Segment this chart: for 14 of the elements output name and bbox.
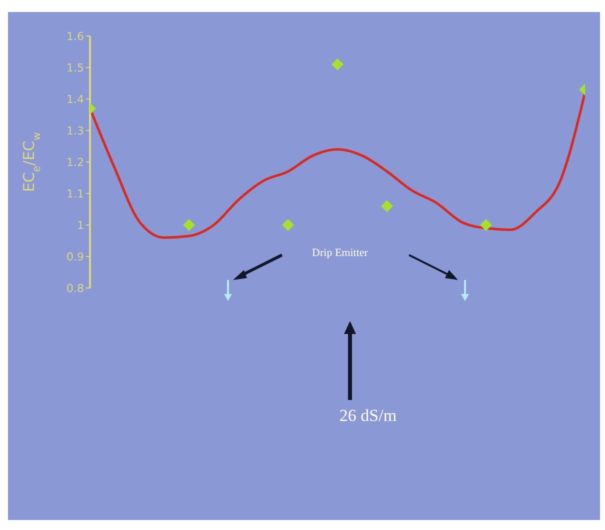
y-tick-label: 1 xyxy=(77,218,84,232)
y-tick-label: 1.3 xyxy=(66,124,84,138)
annotation: Drip Emitter xyxy=(312,247,368,259)
y-tick-label: 1.1 xyxy=(66,187,84,200)
y-tick-label: 1.6 xyxy=(66,30,84,43)
y-tick-label: 1.5 xyxy=(66,61,84,74)
y-tick-label: 1.2 xyxy=(66,156,84,169)
text: 26 dS/m xyxy=(339,406,397,425)
y-tick-label: 0.8 xyxy=(66,282,84,295)
point xyxy=(332,58,344,70)
point xyxy=(282,219,294,231)
point xyxy=(381,200,393,212)
y-tick-label: 1.4 xyxy=(66,92,84,106)
y-tick-label: 0.9 xyxy=(66,250,84,264)
